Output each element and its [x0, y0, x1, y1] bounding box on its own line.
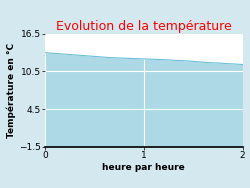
X-axis label: heure par heure: heure par heure	[102, 163, 185, 172]
Title: Evolution de la température: Evolution de la température	[56, 20, 232, 33]
Y-axis label: Température en °C: Température en °C	[7, 43, 16, 138]
